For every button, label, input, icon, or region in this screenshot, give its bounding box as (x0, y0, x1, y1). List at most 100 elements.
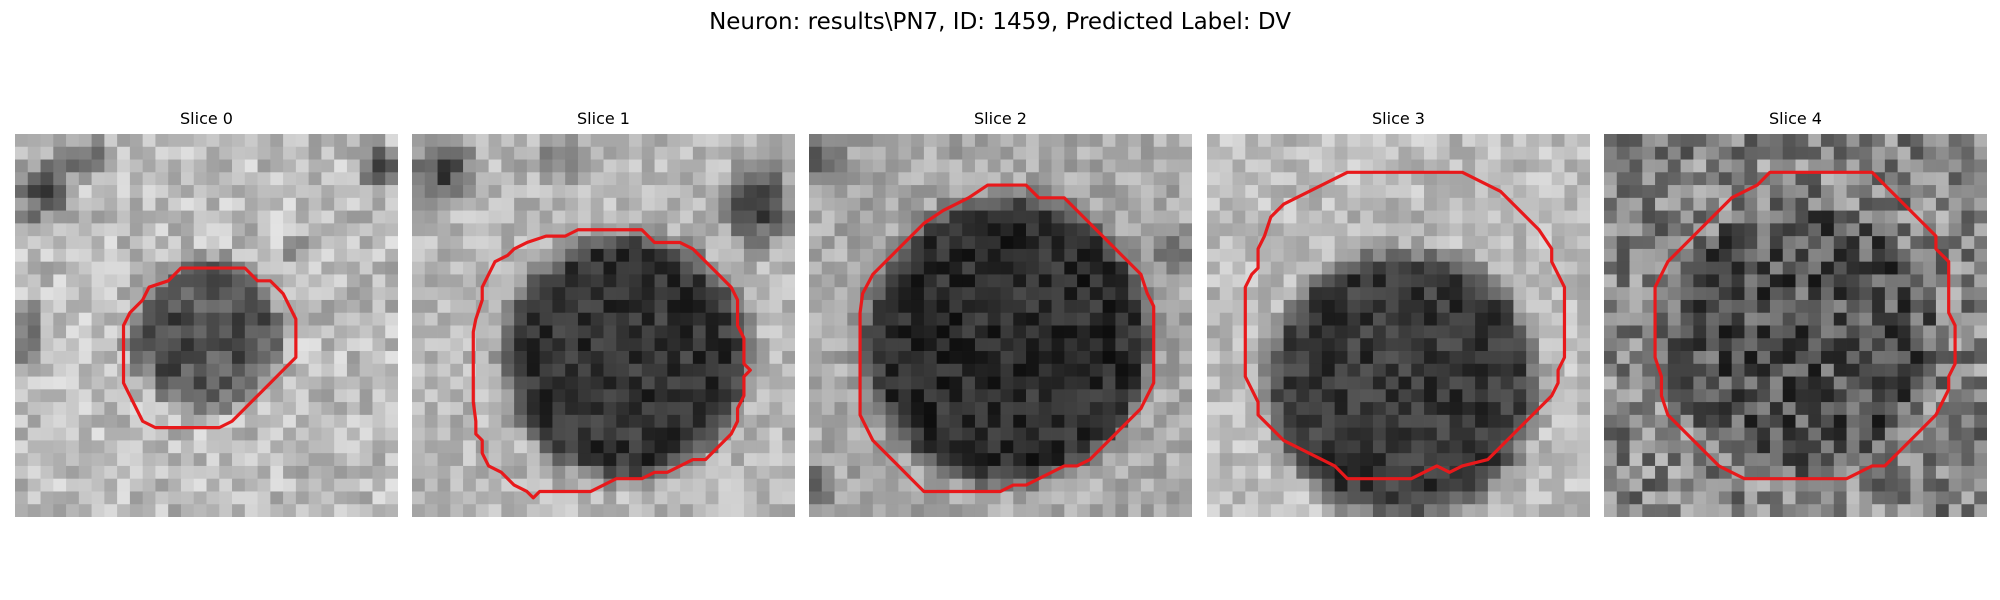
pixel-cell (1629, 172, 1643, 186)
pixel-cell (1347, 299, 1361, 314)
pixel-cell (1513, 172, 1527, 186)
pixel-cell (756, 299, 770, 314)
pixel-cell (667, 197, 681, 211)
pixel-cell (359, 363, 373, 377)
pixel-cell (1655, 427, 1669, 441)
pixel-cell (1321, 465, 1336, 480)
pixel-cell (1500, 223, 1514, 237)
pixel-cell (577, 414, 592, 429)
pixel-cell (1372, 261, 1387, 275)
pixel-cell (1115, 351, 1129, 365)
pixel-cell (565, 504, 579, 517)
pixel-cell (898, 402, 912, 416)
pixel-cell (219, 491, 233, 505)
pixel-cell (295, 338, 310, 352)
pixel-cell (718, 172, 732, 186)
pixel-cell (616, 287, 630, 301)
pixel-cell (885, 363, 899, 377)
pixel-cell (244, 491, 258, 505)
pixel-cell (834, 159, 848, 173)
pixel-cell (1347, 274, 1361, 288)
pixel-cell (1385, 504, 1399, 517)
pixel-cell (514, 172, 528, 186)
pixel-cell (424, 491, 438, 505)
pixel-cell (821, 197, 835, 211)
pixel-cell (1500, 402, 1514, 416)
pixel-cell (1551, 504, 1565, 517)
pixel-cell (1577, 287, 1590, 301)
pixel-cell (15, 236, 29, 250)
pixel-cell (1026, 440, 1040, 454)
pixel-cell (1270, 465, 1284, 480)
pixel-cell (1833, 287, 1847, 301)
pixel-cell (1808, 325, 1822, 339)
pixel-cell (193, 465, 207, 480)
pixel-cell (1577, 261, 1590, 275)
pixel-cell (1462, 478, 1476, 492)
pixel-cell (654, 223, 668, 237)
pixel-cell (603, 376, 617, 390)
pixel-cell (1961, 414, 1975, 429)
pixel-cell (577, 440, 592, 454)
pixel-cell (1449, 159, 1463, 173)
pixel-cell (603, 312, 617, 326)
pixel-cell (860, 491, 874, 505)
pixel-cell (1077, 312, 1091, 326)
pixel-cell (1808, 287, 1822, 301)
pixel-cell (809, 478, 823, 492)
pixel-cell (782, 389, 795, 403)
pixel-cell (1436, 312, 1450, 326)
pixel-cell (1846, 248, 1860, 263)
pixel-cell (1961, 453, 1975, 467)
pixel-cell (1872, 248, 1886, 263)
pixel-cell (1245, 223, 1259, 237)
pixel-cell (1128, 134, 1142, 148)
pixel-cell (1372, 338, 1387, 352)
pixel-cell (756, 185, 770, 199)
pixel-cell (1538, 299, 1553, 314)
pixel-cell (232, 504, 246, 517)
pixel-cell (142, 185, 156, 199)
pixel-cell (1309, 248, 1323, 263)
pixel-cell (1923, 134, 1937, 148)
pixel-cell (1884, 363, 1899, 377)
pixel-cell (923, 414, 938, 429)
pixel-cell (78, 159, 92, 173)
pixel-cell (1232, 478, 1246, 492)
pixel-cell (1232, 312, 1246, 326)
pixel-cell (911, 185, 925, 199)
pixel-cell (1360, 248, 1374, 263)
pixel-cell (1577, 402, 1590, 416)
pixel-cell (437, 376, 451, 390)
pixel-cell (463, 465, 477, 480)
pixel-cell (821, 159, 835, 173)
pixel-cell (923, 338, 938, 352)
pixel-cell (1026, 159, 1040, 173)
pixel-cell (654, 172, 668, 186)
pixel-cell (1398, 197, 1412, 211)
pixel-cell (1424, 453, 1438, 467)
pixel-cell (1642, 236, 1656, 250)
pixel-cell (40, 159, 54, 173)
pixel-cell (437, 478, 451, 492)
pixel-cell (1334, 185, 1348, 199)
pixel-cell (27, 299, 41, 314)
pixel-cell (1629, 389, 1643, 403)
pixel-cell (1731, 248, 1745, 263)
pixel-cell (155, 376, 169, 390)
pixel-cell (1833, 236, 1847, 250)
pixel-cell (1884, 478, 1899, 492)
pixel-cell (526, 223, 541, 237)
pixel-cell (616, 197, 630, 211)
pixel-cell (1064, 261, 1078, 275)
pixel-cell (1347, 312, 1361, 326)
pixel-cell (308, 440, 322, 454)
pixel-cell (872, 210, 886, 224)
pixel-cell (1961, 504, 1975, 517)
pixel-cell (1064, 402, 1078, 416)
pixel-cell (962, 287, 976, 301)
pixel-cell (334, 440, 348, 454)
pixel-cell (667, 146, 681, 160)
pixel-cell (705, 363, 719, 377)
pixel-cell (1064, 491, 1078, 505)
